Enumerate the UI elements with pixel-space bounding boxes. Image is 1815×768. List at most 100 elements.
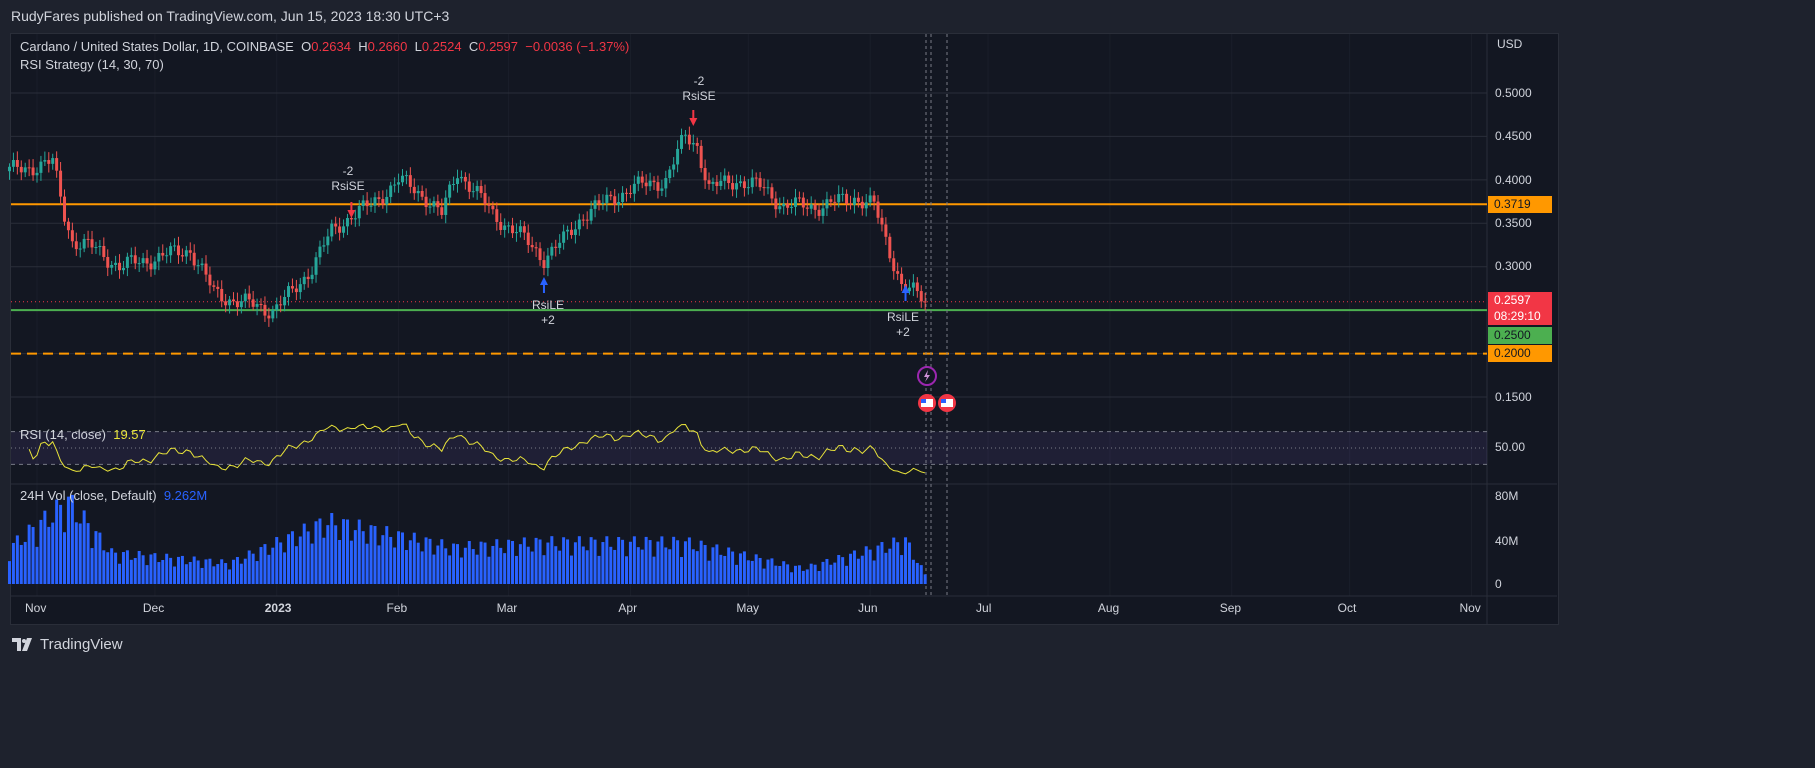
volume-bar bbox=[98, 532, 102, 584]
volume-bar bbox=[581, 546, 585, 584]
volume-bar bbox=[825, 558, 829, 584]
candle-body bbox=[102, 245, 106, 258]
candle-body bbox=[389, 185, 393, 197]
volume-bar bbox=[597, 555, 601, 584]
currency-label: USD bbox=[1497, 37, 1523, 51]
volume-bar bbox=[558, 550, 562, 584]
candle-body bbox=[628, 193, 632, 195]
us-flag-canton bbox=[921, 399, 926, 403]
candle-body bbox=[452, 184, 456, 186]
candle-body bbox=[35, 172, 39, 176]
volume-legend[interactable]: 24H Vol (close, Default) 9.262M bbox=[20, 488, 207, 503]
volume-bar bbox=[7, 561, 11, 584]
candle-body bbox=[149, 263, 153, 270]
candle-body bbox=[310, 274, 314, 280]
price-tick: 0.1500 bbox=[1495, 390, 1532, 404]
candle-body bbox=[338, 226, 342, 233]
candle-body bbox=[672, 164, 676, 170]
volume-bar bbox=[691, 549, 695, 584]
signal-label-long: RsiLE +2 bbox=[531, 298, 564, 327]
strategy-legend[interactable]: RSI Strategy (14, 30, 70) bbox=[20, 57, 164, 72]
price-tick: 0.4500 bbox=[1495, 129, 1532, 143]
volume-bar bbox=[872, 560, 876, 584]
candle-body bbox=[585, 219, 589, 221]
candle-body bbox=[511, 225, 515, 234]
candle-body bbox=[196, 265, 200, 267]
time-tick: Nov bbox=[1459, 601, 1481, 615]
volume-bar bbox=[349, 540, 353, 584]
volume-bar bbox=[157, 562, 161, 584]
volume-bar bbox=[628, 541, 632, 584]
candle-body bbox=[224, 301, 228, 306]
volume-bar bbox=[118, 563, 122, 584]
support-price-tag: 0.2500 bbox=[1488, 327, 1552, 344]
rsi-legend[interactable]: RSI (14, close) 19.57 bbox=[20, 427, 146, 442]
volume-bar bbox=[687, 537, 691, 584]
last-price-tag: 0.2597 bbox=[1488, 292, 1552, 309]
volume-bar bbox=[416, 542, 420, 584]
candle-body bbox=[703, 168, 707, 181]
volume-bar bbox=[534, 537, 538, 584]
volume-bar bbox=[518, 544, 522, 584]
volume-bar bbox=[161, 559, 165, 584]
volume-bar bbox=[668, 549, 672, 584]
candle-body bbox=[699, 145, 703, 169]
candle-body bbox=[805, 207, 809, 209]
volume-bar bbox=[11, 542, 15, 584]
symbol-name[interactable]: Cardano / United States Dollar, 1D, COIN… bbox=[20, 39, 294, 54]
high-label: H bbox=[358, 39, 368, 54]
candle-body bbox=[114, 262, 118, 265]
candle-body bbox=[793, 197, 797, 207]
candle-body bbox=[660, 188, 664, 191]
volume-bar bbox=[640, 549, 644, 584]
candle-body bbox=[263, 304, 267, 316]
candle-body bbox=[322, 245, 326, 247]
chart-frame[interactable] bbox=[10, 33, 1559, 625]
candle-body bbox=[915, 282, 919, 292]
volume-bar bbox=[758, 557, 762, 584]
candle-body bbox=[707, 180, 711, 184]
volume-bar bbox=[200, 567, 204, 584]
candle-body bbox=[715, 181, 719, 187]
volume-label: 24H Vol (close, Default) bbox=[20, 488, 157, 503]
volume-bar bbox=[82, 510, 86, 584]
tradingview-logo[interactable]: TradingView bbox=[12, 636, 123, 653]
volume-bar bbox=[224, 563, 228, 584]
lower-price-tag: 0.2000 bbox=[1488, 345, 1552, 362]
volume-bar bbox=[762, 568, 766, 584]
candle-body bbox=[216, 286, 220, 289]
candle-body bbox=[448, 184, 452, 198]
candle-body bbox=[145, 258, 149, 264]
candle-body bbox=[456, 178, 460, 185]
volume-bar bbox=[298, 536, 302, 584]
candle-body bbox=[652, 180, 656, 183]
candle-body bbox=[204, 263, 208, 275]
candle-body bbox=[459, 176, 463, 179]
volume-bar bbox=[554, 546, 558, 584]
signal-label-short: -2 RsiSE bbox=[331, 164, 365, 193]
volume-bar bbox=[452, 543, 456, 584]
volume-bar bbox=[448, 555, 452, 584]
candle-body bbox=[644, 182, 648, 187]
volume-bar bbox=[141, 555, 145, 584]
candle-body bbox=[255, 304, 259, 307]
volume-bar bbox=[389, 536, 393, 584]
volume-bar bbox=[852, 550, 856, 584]
volume-bar bbox=[463, 547, 467, 584]
volume-bar bbox=[499, 547, 503, 584]
volume-bar bbox=[279, 542, 283, 584]
candle-body bbox=[593, 200, 597, 209]
candle-body bbox=[790, 206, 794, 208]
candle-body bbox=[676, 148, 680, 165]
volume-bar bbox=[31, 527, 35, 584]
candle-body bbox=[416, 190, 420, 194]
volume-bar bbox=[456, 544, 460, 584]
candle-body bbox=[888, 236, 892, 259]
candle-body bbox=[94, 246, 98, 248]
candle-body bbox=[817, 209, 821, 216]
volume-bar bbox=[428, 538, 432, 584]
candle-body bbox=[267, 315, 271, 319]
volume-bar bbox=[522, 537, 526, 584]
volume-bar bbox=[125, 550, 129, 584]
